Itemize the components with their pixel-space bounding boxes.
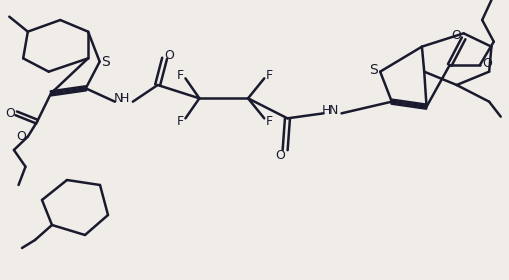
Text: O: O xyxy=(16,130,26,143)
Text: O: O xyxy=(451,29,461,42)
Text: O: O xyxy=(481,57,491,69)
Text: H: H xyxy=(321,104,330,117)
Text: F: F xyxy=(265,69,272,82)
Text: O: O xyxy=(164,49,174,62)
Text: S: S xyxy=(101,55,110,69)
Text: F: F xyxy=(177,69,184,82)
Text: F: F xyxy=(177,115,184,128)
Text: N: N xyxy=(114,92,123,105)
Text: O: O xyxy=(5,107,15,120)
Text: O: O xyxy=(275,148,285,162)
Text: N: N xyxy=(328,104,337,117)
Text: S: S xyxy=(368,63,377,77)
Text: F: F xyxy=(265,115,272,128)
Text: H: H xyxy=(120,92,129,105)
